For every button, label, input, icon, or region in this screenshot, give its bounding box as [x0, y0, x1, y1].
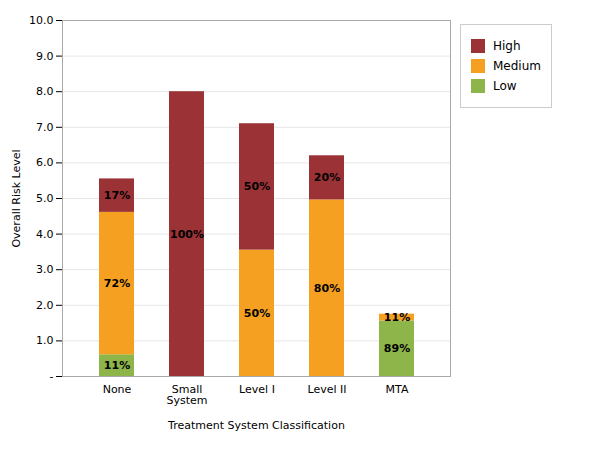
- svg-text:17%: 17%: [104, 189, 130, 202]
- svg-text:80%: 80%: [314, 282, 340, 295]
- svg-text:11%: 11%: [384, 311, 410, 324]
- svg-text:SmallSystem: SmallSystem: [166, 383, 207, 407]
- svg-text:89%: 89%: [384, 342, 410, 355]
- html-text:High: High: [493, 39, 521, 53]
- svg-text:None: None: [103, 383, 132, 396]
- html-text:Low: Low: [493, 79, 517, 93]
- svg-text:Level I: Level I: [239, 383, 275, 396]
- svg-text:50%: 50%: [244, 307, 270, 320]
- svg-text:-: -: [50, 370, 54, 383]
- svg-text:MTA: MTA: [386, 383, 409, 396]
- svg-text:8.0: 8.0: [36, 85, 54, 98]
- svg-text:Level II: Level II: [307, 383, 346, 396]
- svg-text:72%: 72%: [104, 277, 130, 290]
- html-text:Medium: Medium: [493, 59, 541, 73]
- svg-text:9.0: 9.0: [36, 50, 54, 63]
- svg-text:3.0: 3.0: [36, 263, 54, 276]
- svg-text:1.0: 1.0: [36, 334, 54, 347]
- svg-text:10.0: 10.0: [29, 14, 54, 27]
- svg-text:7.0: 7.0: [36, 121, 54, 134]
- svg-text:2.0: 2.0: [36, 299, 54, 312]
- svg-text:Treatment System Classificatio: Treatment System Classification: [167, 419, 345, 432]
- svg-text:20%: 20%: [314, 171, 340, 184]
- svg-text:11%: 11%: [104, 359, 130, 372]
- svg-text:Overall Risk Level: Overall Risk Level: [10, 149, 23, 247]
- svg-text:6.0: 6.0: [36, 156, 54, 169]
- svg-text:5.0: 5.0: [36, 192, 54, 205]
- svg-text:100%: 100%: [170, 228, 204, 241]
- svg-text:4.0: 4.0: [36, 228, 54, 241]
- svg-text:50%: 50%: [244, 180, 270, 193]
